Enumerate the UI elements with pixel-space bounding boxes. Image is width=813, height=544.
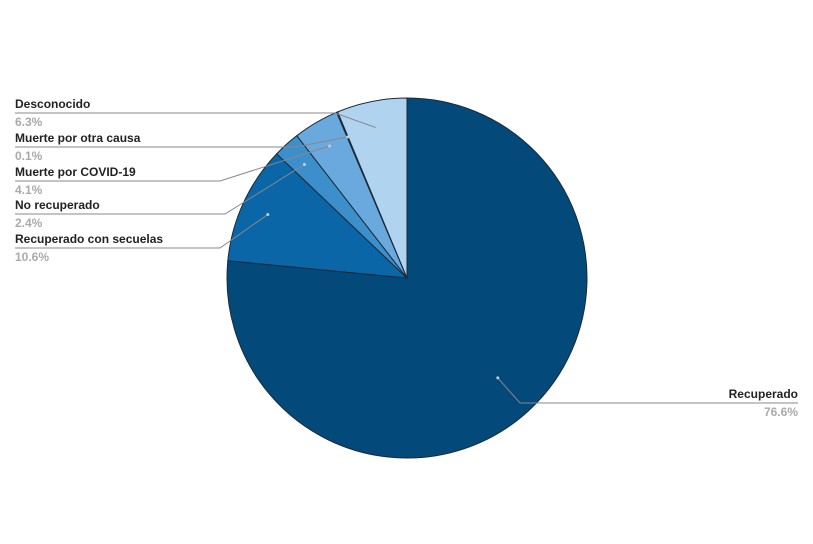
leader-dot bbox=[266, 212, 270, 216]
slice-value-label: 10.6% bbox=[15, 250, 49, 264]
pie-slice bbox=[337, 97, 408, 279]
leader-dot bbox=[302, 162, 306, 166]
slice-label: Recuperado con secuelas bbox=[15, 232, 163, 246]
leader-line bbox=[15, 136, 348, 148]
leader-dot bbox=[328, 144, 332, 148]
leader-line bbox=[497, 377, 798, 404]
slice-label: Muerte por COVID-19 bbox=[15, 165, 136, 179]
slice-value-label: 0.1% bbox=[15, 149, 43, 163]
leader-dot bbox=[346, 135, 350, 139]
slice-value-label: 6.3% bbox=[15, 115, 43, 129]
slice-label: Muerte por otra causa bbox=[15, 131, 141, 145]
leader-line bbox=[15, 214, 269, 249]
leader-line bbox=[15, 145, 330, 182]
slice-label: No recuperado bbox=[15, 198, 100, 212]
slice-label: Desconocido bbox=[15, 97, 90, 111]
leader-dot bbox=[375, 126, 379, 130]
slice-value-label: 2.4% bbox=[15, 216, 43, 230]
leader-line bbox=[15, 112, 378, 129]
slice-value-label: 76.6% bbox=[764, 405, 798, 419]
leader-line bbox=[15, 164, 305, 215]
slice-value-label: 4.1% bbox=[15, 183, 43, 197]
leader-dot bbox=[496, 376, 500, 380]
slice-label: Recuperado bbox=[729, 387, 798, 401]
